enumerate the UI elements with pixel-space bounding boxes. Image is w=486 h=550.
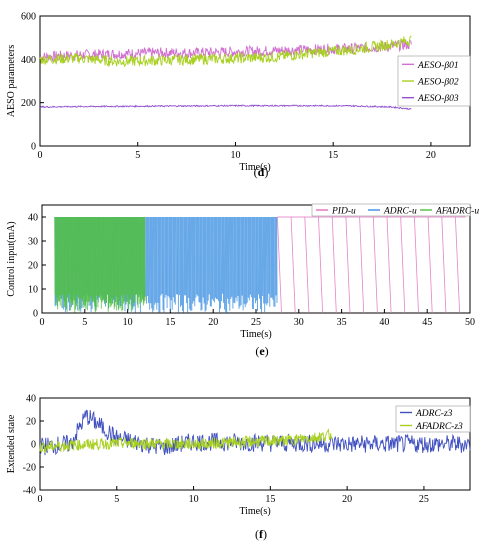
- x-axis-label: Time(s): [240, 329, 271, 340]
- chart-panel-1: 0 5 10 15 20 25 30 35 40 45 50 0 10 20 30 40 Time(s) Cont…: [6, 203, 479, 358]
- x-tick-label: 5: [135, 150, 140, 161]
- legend-entry: AESO-β02: [417, 78, 459, 88]
- panel-caption-letter: f: [259, 527, 264, 541]
- legend-entry: AFADRC-z3: [415, 422, 463, 432]
- y-tick-label: 0: [33, 309, 38, 320]
- y-tick-label: 30: [28, 237, 38, 248]
- x-tick-label: 45: [422, 317, 432, 328]
- y-tick-label: -40: [23, 486, 36, 497]
- x-tick-label: 20: [342, 494, 352, 505]
- x-tick-label: 10: [230, 150, 240, 161]
- x-tick-label: 50: [465, 317, 475, 328]
- x-tick-label: 0: [38, 150, 43, 161]
- x-tick-label: 35: [337, 317, 347, 328]
- y-tick-label: 20: [26, 417, 36, 428]
- legend: PID-u ADRC-u AFADRC-u: [311, 203, 479, 217]
- x-tick-label: 20: [208, 317, 218, 328]
- y-tick-label: 20: [28, 261, 38, 272]
- chart-panel-2: 0 5 10 15 20 25 -40 -20 0 20 40 Time(s) Extended sta…: [6, 394, 471, 541]
- x-tick-label: 10: [189, 494, 199, 505]
- x-tick-label: 5: [114, 494, 119, 505]
- y-axis-label: AESO parameters: [6, 45, 17, 118]
- panel-caption-letter: d: [258, 165, 265, 179]
- x-tick-label: 25: [419, 494, 429, 505]
- panel-caption-letter: e: [259, 344, 265, 358]
- y-tick-label: 0: [31, 440, 36, 451]
- y-tick-label: 400: [21, 55, 36, 66]
- y-tick-label: 0: [31, 142, 36, 153]
- x-tick-label: 10: [123, 317, 133, 328]
- x-tick-label: 15: [165, 317, 175, 328]
- legend-entry: ADRC-z3: [415, 409, 453, 419]
- legend-box: [311, 203, 471, 217]
- y-tick-label: 10: [28, 285, 38, 296]
- series-line-0: [277, 216, 460, 314]
- x-tick-label: 20: [426, 150, 436, 161]
- panel-caption: (f): [255, 527, 267, 541]
- legend-entry: AFADRC-u: [435, 207, 479, 217]
- legend-entry: PID-u: [331, 207, 356, 217]
- x-tick-label: 5: [82, 317, 87, 328]
- legend-entry: ADRC-u: [383, 207, 417, 217]
- x-axis-label: Time(s): [239, 506, 270, 517]
- x-tick-label: 0: [40, 317, 45, 328]
- series-line-1: [39, 428, 333, 454]
- y-tick-label: 600: [21, 12, 36, 23]
- x-tick-label: 0: [38, 494, 43, 505]
- series-line-2: [39, 104, 412, 111]
- legend-box: [395, 405, 471, 433]
- y-axis-label: Control input(mA): [6, 221, 17, 296]
- y-tick-label: 40: [26, 394, 36, 405]
- series-line-2: [54, 216, 146, 313]
- x-tick-label: 40: [379, 317, 389, 328]
- legend-entry: AESO-β01: [417, 61, 459, 71]
- series-line-1: [39, 35, 412, 68]
- x-tick-label: 15: [265, 494, 275, 505]
- y-axis-label: Extended state: [6, 414, 17, 473]
- legend: AESO-β01 AESO-β02 AESO-β03: [397, 55, 471, 107]
- x-tick-label: 30: [294, 317, 304, 328]
- x-tick-label: 15: [328, 150, 338, 161]
- y-tick-label: 200: [21, 98, 36, 109]
- y-tick-label: -20: [23, 463, 36, 474]
- panel-caption: (e): [255, 344, 268, 358]
- legend-entry: AESO-β03: [417, 94, 459, 104]
- panel-caption: (d): [254, 165, 269, 179]
- x-axis-label: Time(s): [239, 162, 270, 173]
- y-tick-label: 40: [28, 213, 38, 224]
- x-tick-label: 25: [251, 317, 261, 328]
- legend: ADRC-z3 AFADRC-z3: [395, 405, 471, 433]
